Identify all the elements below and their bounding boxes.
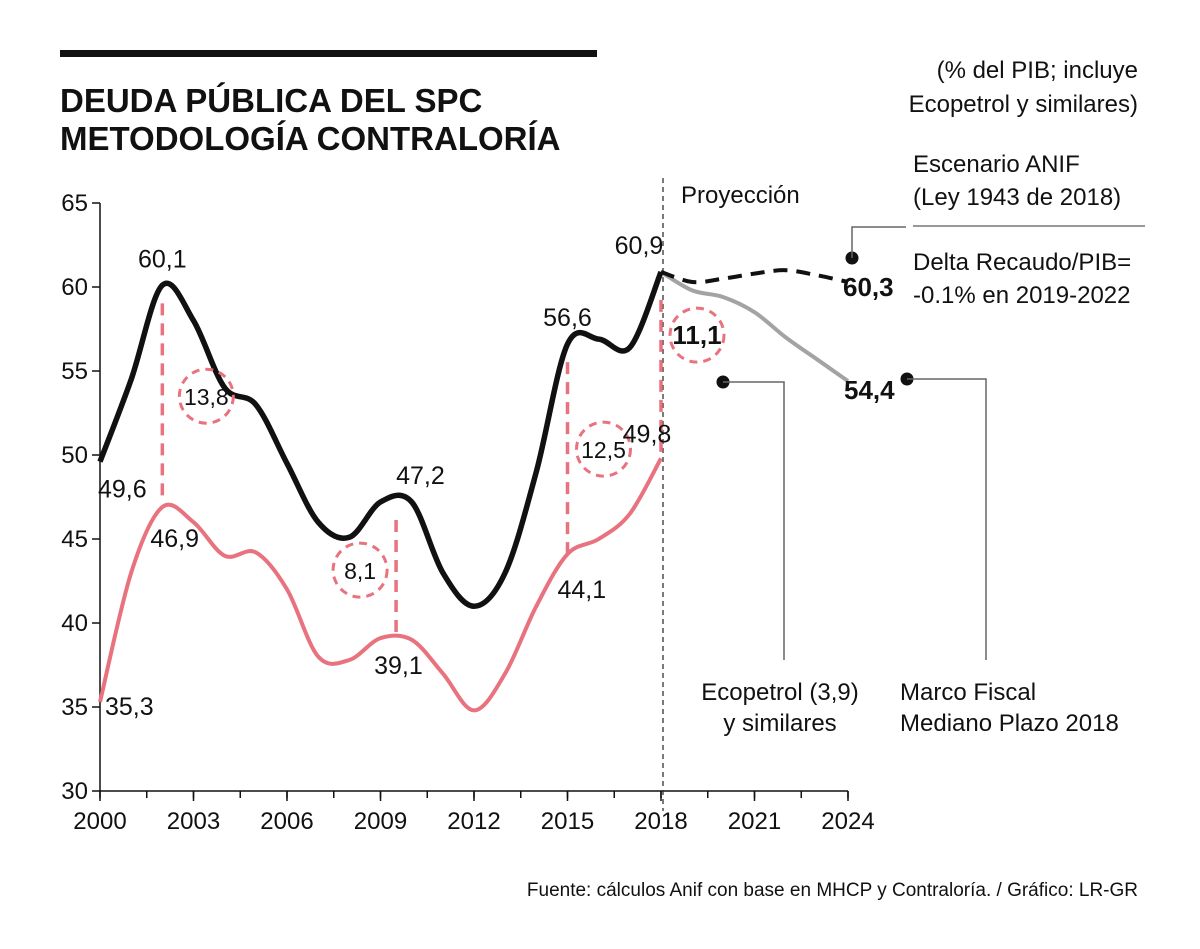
point-value-label: 60,1 (138, 245, 187, 273)
gap-value-label: 12,5 (581, 437, 626, 463)
x-tick-label: 2009 (354, 808, 407, 835)
y-tick-label: 50 (61, 442, 88, 469)
point-value-label: 60,9 (615, 232, 664, 260)
y-tick-label: 35 (61, 694, 88, 721)
delta-label-line1: Delta Recaudo/PIB= (913, 249, 1131, 276)
point-value-label: 35,3 (105, 693, 154, 721)
x-tick-label: 2021 (728, 808, 781, 835)
unit-note-line2: Ecopetrol y similares) (909, 91, 1138, 118)
end-value-anif: 60,3 (843, 272, 894, 302)
chart-marks (97, 226, 987, 713)
point-value-label: 39,1 (374, 652, 423, 680)
y-tick-label: 30 (61, 778, 88, 805)
point-value-label: 46,9 (150, 525, 199, 553)
gap-value-label: 8,1 (344, 558, 376, 584)
delta-label-line2: -0.1% en 2019-2022 (913, 282, 1131, 309)
y-tick-label: 45 (61, 526, 88, 553)
source-note: Fuente: cálculos Anif con base en MHCP y… (527, 880, 1138, 901)
x-tick-label: 2003 (167, 808, 220, 835)
x-tick-label: 2012 (447, 808, 500, 835)
unit-note-line1: (% del PIB; incluye (937, 57, 1138, 84)
projection-label: Proyección (681, 182, 800, 209)
x-tick-label: 2015 (541, 808, 594, 835)
x-tick-label: 2018 (634, 808, 687, 835)
title-bar (60, 50, 597, 57)
mfmp-label-line2: Mediano Plazo 2018 (900, 710, 1119, 737)
gap-circle (668, 306, 726, 364)
mfmp-label-line1: Marco Fiscal (900, 679, 1036, 706)
series-line-mfmp (659, 270, 850, 383)
ecopetrol-label-line1: Ecopetrol (3,9) (701, 679, 858, 706)
y-tick-label: 60 (61, 274, 88, 301)
gap-circle (177, 367, 235, 425)
x-tick-label: 2006 (260, 808, 313, 835)
y-tick-label: 65 (61, 190, 88, 217)
series-line-without-ecopetrol (98, 457, 663, 713)
end-value-mfmp: 54,4 (844, 375, 895, 405)
ecopetrol-label-line2: y similares (723, 710, 836, 737)
gap-circle (331, 541, 389, 599)
y-tick-label: 55 (61, 358, 88, 385)
point-value-label: 49,6 (98, 476, 147, 504)
gap-value-label: 11,1 (672, 320, 721, 350)
point-value-label: 56,6 (543, 304, 592, 332)
leader-line-mfmp (907, 378, 987, 660)
series-line-total-debt (97, 270, 664, 609)
leader-line-ecopetrol (723, 381, 785, 660)
chart-title-line2: METODOLOGÍA CONTRALORÍA (60, 120, 560, 157)
data-labels: 13,8 8,1 12,5 11,1 49,6 60,1 47,2 56,6 60,9 35,3 4… (98, 232, 895, 721)
y-tick-label: 40 (61, 610, 88, 637)
chart-title-line1: DEUDA PÚBLICA DEL SPC (60, 82, 482, 119)
point-value-label: 49,8 (623, 420, 672, 448)
gap-circle (575, 420, 632, 478)
anif-scenario-label-line2: (Ley 1943 de 2018) (913, 184, 1121, 211)
x-tick-label: 2024 (821, 808, 874, 835)
axes: 30 35 40 45 50 55 60 65 2000 2003 2006 2009 2012 2015… (61, 178, 875, 835)
series-line-anif-scenario (660, 268, 849, 285)
point-value-label: 47,2 (396, 462, 445, 490)
anif-scenario-label-line1: Escenario ANIF (913, 151, 1080, 178)
gap-value-label: 13,8 (184, 384, 229, 410)
point-value-label: 44,1 (558, 576, 607, 604)
x-tick-label: 2000 (73, 808, 126, 835)
leader-line-anif (851, 226, 906, 258)
